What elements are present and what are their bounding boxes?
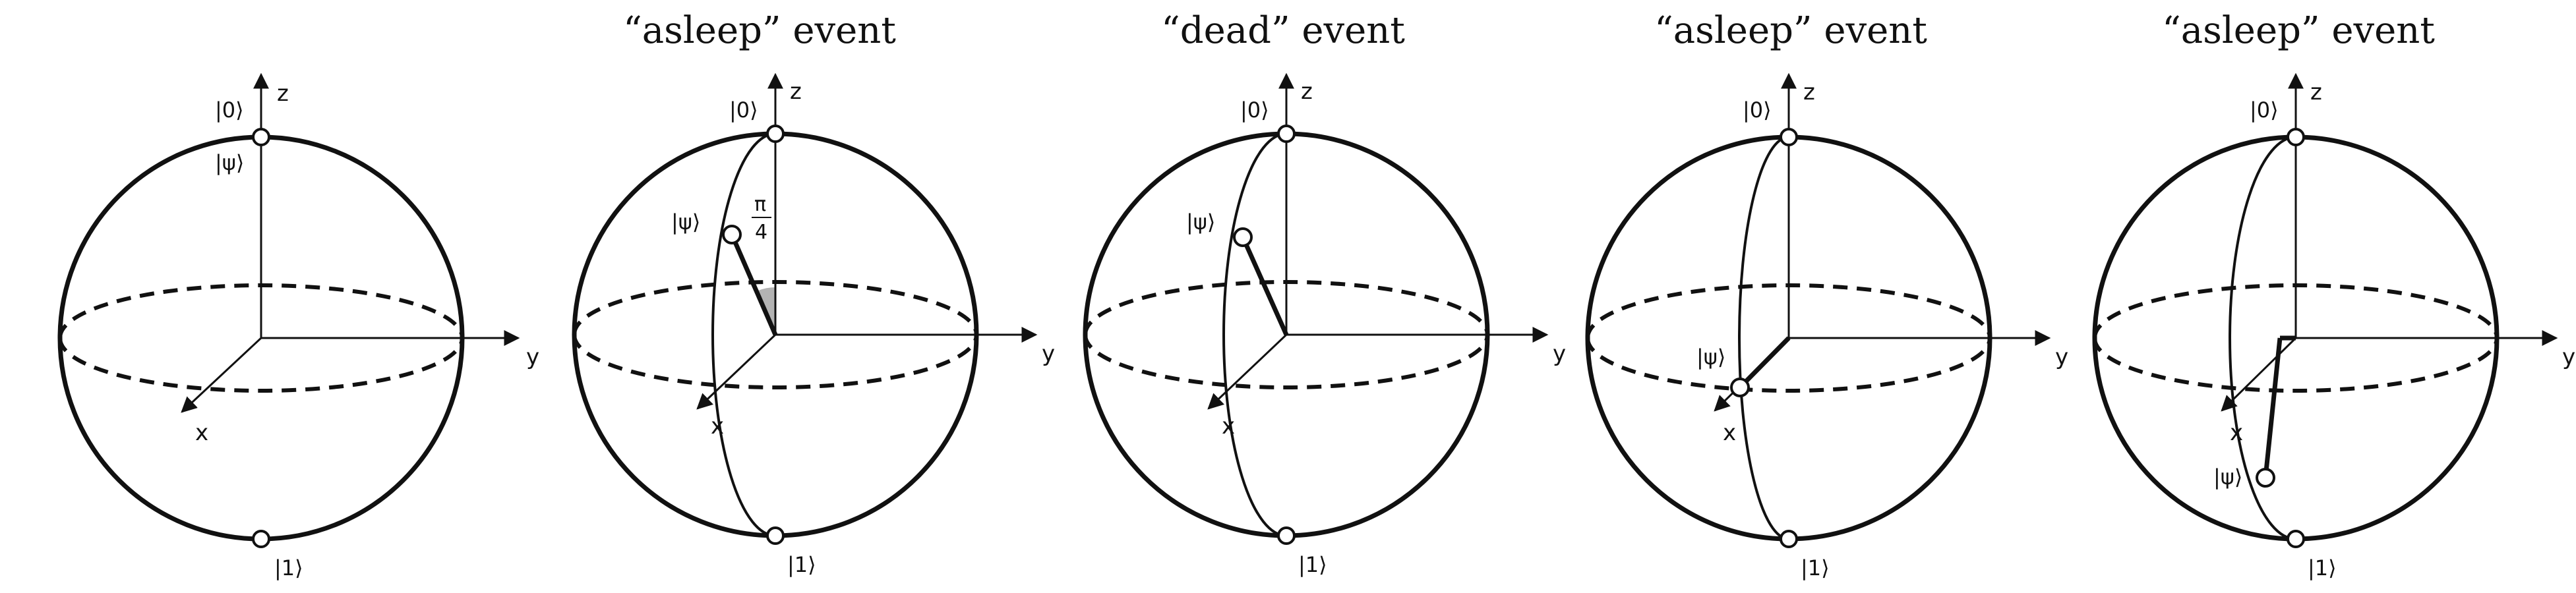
y-axis-label: y [1553,341,1566,367]
meridian [1738,136,1789,540]
x-axis-label: x [1723,420,1736,446]
state-one-point [1780,530,1798,548]
meridian [1222,132,1287,537]
ket-zero-label: |0⟩ [1743,98,1772,123]
x-axis-label: x [2230,420,2243,446]
psi-point [722,225,742,244]
x-axis [696,333,777,410]
z-axis-label: z [1301,78,1313,105]
equator-front [572,334,978,389]
state-zero-point [1277,125,1296,143]
state-zero-point [1780,128,1798,146]
ket-one-label: |1⟩ [2308,555,2337,580]
ket-one-label: |1⟩ [274,555,303,580]
x-axis [181,337,262,413]
equator-front [1586,337,1992,393]
psi-point [1233,227,1253,247]
ket-psi-label: |ψ⟩ [215,150,244,175]
state-one-point [2287,530,2305,548]
state-one-point [1277,526,1296,545]
ket-zero-label: |0⟩ [215,98,244,123]
y-axis-label: y [2055,344,2068,370]
panel-3-title: “dead” event [1161,9,1405,52]
meridian [2229,136,2296,540]
state-one-point [766,526,785,545]
state-zero-point [252,128,270,146]
state-zero-point [766,125,785,143]
z-axis-label: z [277,80,289,107]
angle-label-numerator: π [754,193,766,216]
panel-2-title: “asleep” event [623,9,896,52]
state-vector [2263,337,2283,478]
panel-4-title: “asleep” event [1654,9,1927,52]
y-axis-label: y [526,344,539,370]
x-axis-label: x [1222,413,1235,439]
panel-5-title: “asleep” event [2162,9,2435,52]
ket-psi-label: |ψ⟩ [1696,345,1725,370]
bloch-sphere-1: z y x |0⟩ |ψ⟩ |1⟩ [57,72,539,580]
z-axis-label: z [1803,79,1815,105]
ket-psi-label: |ψ⟩ [1186,210,1215,235]
bloch-sphere-5: z y x |0⟩ |ψ⟩ |1⟩ [2092,72,2575,580]
ket-zero-label: |0⟩ [729,98,758,123]
ket-psi-label: |ψ⟩ [2213,465,2242,490]
x-axis-label: x [711,413,724,439]
ket-one-label: |1⟩ [1801,555,1830,580]
state-vector [1240,236,1289,336]
equator-front [2093,337,2499,393]
state-vector [729,233,778,336]
x-axis [2221,337,2297,412]
x-axis [1207,333,1288,410]
x-axis-label: x [195,420,208,446]
ket-psi-label: |ψ⟩ [671,210,700,235]
y-axis-label: y [2562,344,2575,370]
psi-point [2256,468,2275,488]
angle-label-denominator: 4 [755,221,767,244]
y-axis-label: y [1042,341,1055,367]
psi-point [1730,378,1750,397]
meridian [711,132,776,537]
state-zero-point [2287,128,2305,146]
equator-front [1083,334,1489,389]
ket-zero-label: |0⟩ [1240,98,1269,123]
ket-one-label: |1⟩ [787,552,816,577]
bloch-sphere-4: z y x |0⟩ |ψ⟩ |1⟩ [1585,72,2068,580]
bloch-sphere-2: π 4 z y x |0⟩ |ψ⟩ |1⟩ [572,72,1055,577]
equator-front [58,337,464,393]
ket-zero-label: |0⟩ [2250,98,2279,123]
state-one-point [252,530,270,548]
z-axis-label: z [2310,79,2322,105]
bloch-sphere-3: z y x |0⟩ |ψ⟩ |1⟩ [1083,72,1566,577]
state-vector [1738,336,1791,389]
z-axis-label: z [790,78,802,105]
ket-one-label: |1⟩ [1298,552,1327,577]
